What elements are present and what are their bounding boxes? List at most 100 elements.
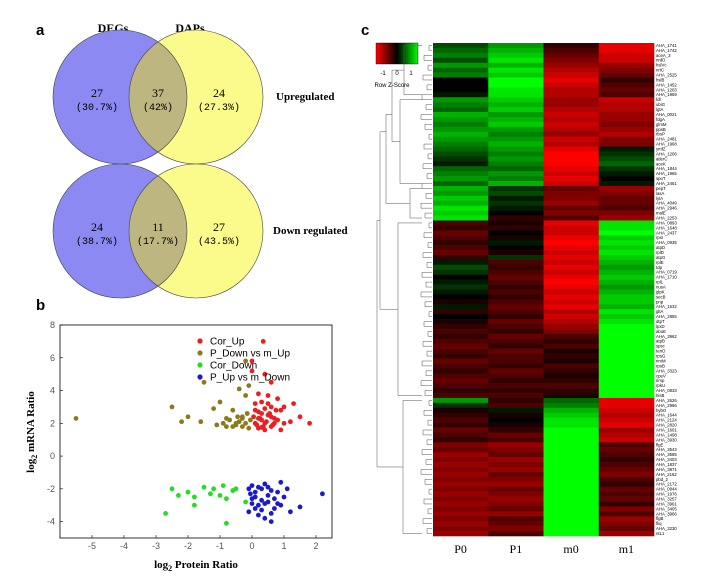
scatter-chart: -5 -4 -3 -2 -1 0 1 2 -4 -2 0 2 4 6 8 Cor_UpP_Down vs m… <box>25 320 333 573</box>
heatmap-row-label: AHA_3257 <box>656 497 677 502</box>
heatmap-cell <box>433 57 489 64</box>
heatmap-cell <box>598 432 655 438</box>
heatmap-row-label: AHA_2172 <box>656 482 677 487</box>
heatmap-row-label: atpB <box>656 339 665 344</box>
heatmap-cell <box>433 299 489 305</box>
heatmap-cell <box>598 294 655 300</box>
scatter-point <box>246 383 252 388</box>
heatmap-cell <box>598 116 655 123</box>
heatmap-row-label: AHA_1742 <box>656 48 677 53</box>
heatmap-cell <box>433 343 489 349</box>
dendrogram-branch <box>426 350 432 357</box>
heatmap-cell <box>543 235 600 241</box>
heatmap-cell <box>543 358 600 364</box>
heatmap-row-label: atlerC <box>656 156 667 161</box>
heatmap-row-label: AHA_0944 <box>656 487 677 492</box>
dendrogram-branch <box>422 74 432 81</box>
x-label-sub: 2 <box>168 564 172 573</box>
heatmap-cell <box>488 77 544 83</box>
heatmap-cell <box>543 324 600 330</box>
dendrogram-branch <box>423 232 432 238</box>
heatmap-cell <box>543 279 600 285</box>
legend-marker <box>197 350 203 356</box>
heatmap-row-label: AHA_3962 <box>656 334 677 339</box>
dendrogram-branch <box>420 380 432 386</box>
scatter-point <box>259 507 264 513</box>
heatmap-cell <box>488 215 544 221</box>
heatmap-cell <box>433 107 489 113</box>
heatmap-cell <box>543 47 600 54</box>
heatmap-cell <box>543 205 600 211</box>
heatmap-row-label: AHA_0935 <box>656 240 677 245</box>
x-tick-label: 0 <box>249 541 254 551</box>
heatmap-cell <box>488 309 544 315</box>
heatmap-cell <box>433 373 489 379</box>
heatmap-cell <box>598 250 655 256</box>
heatmap-row-label: nusA <box>656 285 666 290</box>
panel-letter-a: a <box>36 22 45 39</box>
heatmap-cell <box>488 166 544 172</box>
heatmap-key-tick: 0 <box>395 71 399 77</box>
heatmap-cell <box>543 210 600 216</box>
heatmap-cell <box>488 476 544 483</box>
scatter-point <box>320 491 325 497</box>
heatmap-cell <box>433 531 489 537</box>
heatmap-cell <box>598 230 655 236</box>
heatmap-cell <box>543 319 600 325</box>
heatmap-row-label: lasA <box>656 191 664 196</box>
dendrogram-branch <box>423 410 432 416</box>
heatmap-cell <box>488 43 544 49</box>
legend-label: P_Up vs m_Down <box>210 373 290 384</box>
heatmap-cell <box>488 447 544 453</box>
heatmap-cell <box>488 171 544 177</box>
heatmap-row-label: AHA_2525 <box>656 73 677 78</box>
heatmap-row-label: gltA <box>656 309 664 314</box>
venn-down-label: Down regulated <box>273 225 348 237</box>
heatmap-cell <box>433 511 489 517</box>
heatmap-cell <box>543 402 600 409</box>
heatmap-cell <box>488 353 544 359</box>
heatmap-cell <box>433 452 489 458</box>
heatmap-cell <box>543 57 600 64</box>
heatmap-row-label: AHA_2124 <box>656 418 677 423</box>
heatmap-row-label: AHA_4049 <box>656 201 677 206</box>
dendrogram-branch <box>423 498 432 505</box>
heatmap-cell <box>488 274 544 280</box>
heatmap-cell <box>598 368 655 374</box>
heatmap-cell <box>543 97 600 103</box>
heatmap-cell <box>488 289 544 295</box>
heatmap-cell <box>598 166 655 172</box>
venn-down-left-outline <box>52 163 188 299</box>
heatmap-cell <box>598 87 655 93</box>
heatmap-cell <box>543 526 600 532</box>
heatmap-cell <box>598 284 655 290</box>
dendrogram-branch <box>379 131 398 310</box>
heatmap-key-gradient <box>375 42 419 65</box>
heatmap-cell <box>488 116 544 123</box>
heatmap-cell <box>433 47 489 54</box>
heatmap-cell <box>543 343 600 349</box>
heatmap-row-label: rpsI <box>656 235 663 240</box>
heatmap-cell <box>488 205 544 211</box>
heatmap-cell <box>543 289 600 295</box>
dendrogram-branch <box>426 439 432 446</box>
heatmap-cell <box>433 97 489 103</box>
heatmap-cell <box>598 47 655 54</box>
heatmap-key-title: Row Z-Score <box>374 83 410 89</box>
dendrogram-branch <box>424 301 432 308</box>
scatter-point <box>240 424 245 429</box>
heatmap-cell <box>433 102 489 108</box>
heatmap-cell <box>598 338 655 345</box>
heatmap-cell <box>598 136 655 142</box>
heatmap-row-label: AHA_1965 <box>656 171 677 176</box>
heatmap-cell <box>433 348 489 354</box>
heatmap-row-label: lytA <box>656 196 663 201</box>
heatmap-cell <box>543 516 600 522</box>
heatmap-cell <box>433 319 489 325</box>
scatter-point <box>230 424 236 429</box>
heatmap-cell <box>543 116 600 123</box>
scatter-point <box>185 414 191 420</box>
scatter-point <box>268 519 274 524</box>
heatmap-cell <box>488 442 544 448</box>
heatmap-cell <box>598 496 655 502</box>
